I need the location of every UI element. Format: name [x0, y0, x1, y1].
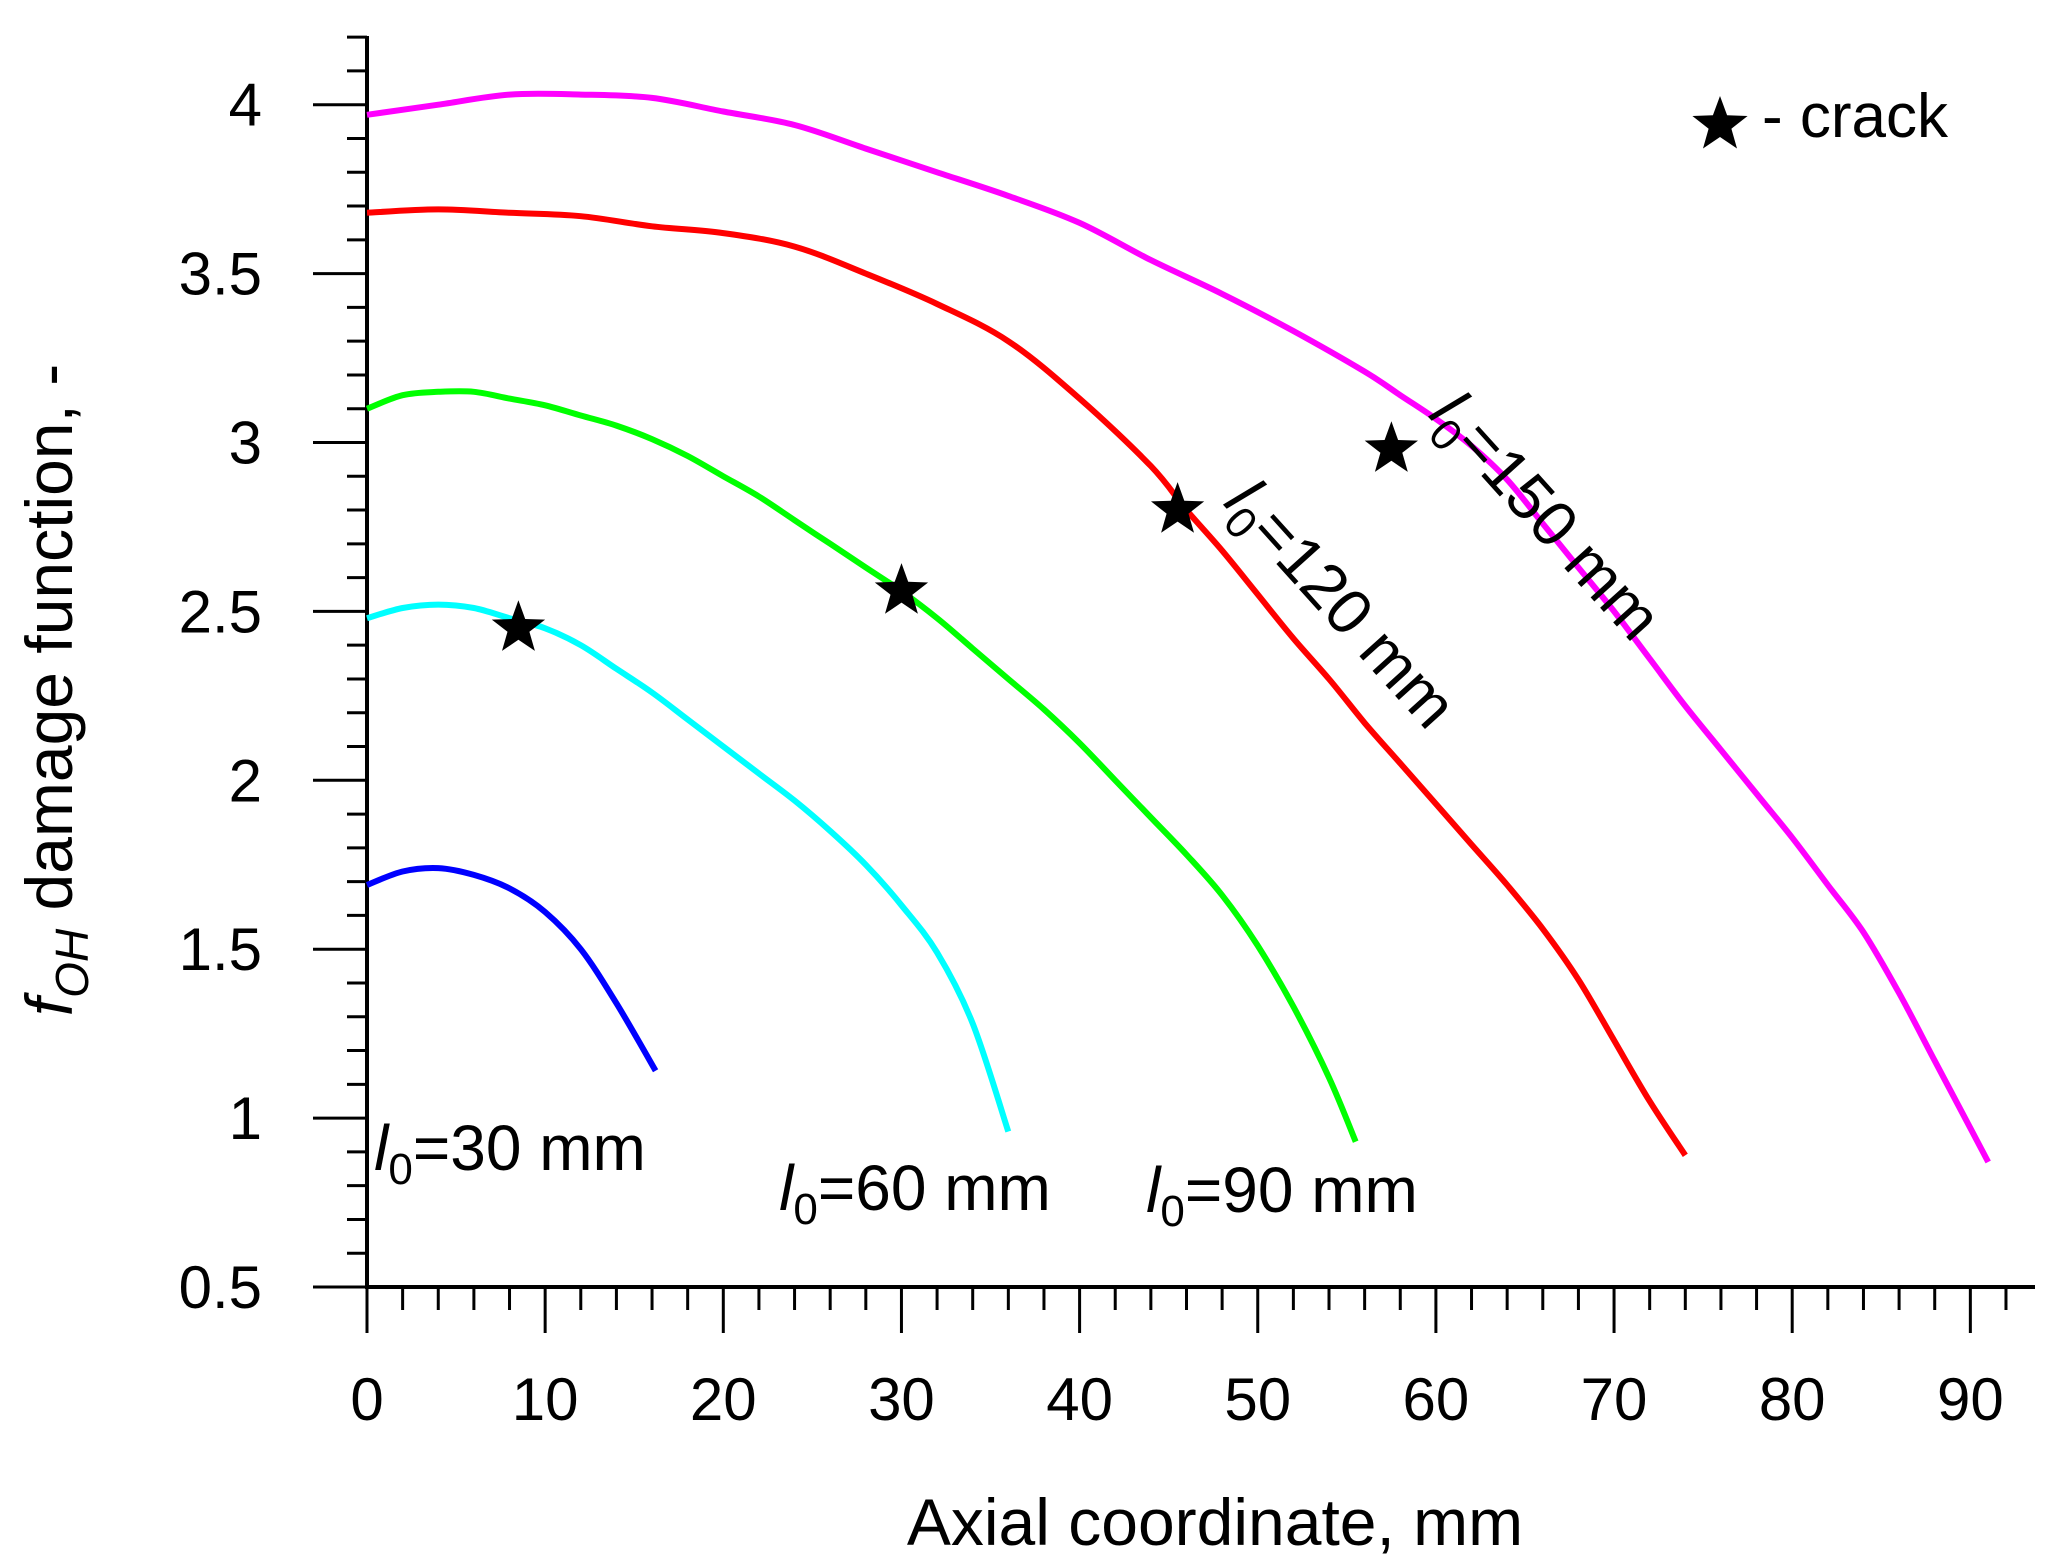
series-line-l0-60	[366, 601, 1012, 1133]
legend: - crack	[1692, 82, 1949, 151]
tick-labels: 0 10 20 30 40 50 60 70 80 90 0.5 1 1.5 2 2.5 3 3.5 4	[179, 72, 2004, 1433]
curve-label-text: =60 mm	[818, 1152, 1051, 1224]
crack-star-icon	[1364, 421, 1418, 472]
crack-star-icon	[874, 563, 929, 614]
crack-markers	[491, 421, 1418, 651]
x-tick-label: 30	[868, 1366, 935, 1433]
curve-label-l0-30: l0=30 mm	[374, 1112, 646, 1194]
y-tick-label: 3	[229, 410, 262, 477]
y-tick-label: 2	[229, 747, 262, 814]
x-tick-label: 90	[1937, 1366, 2004, 1433]
curve-label-text: =90 mm	[1185, 1154, 1418, 1226]
y-tick-label: 0.5	[179, 1254, 262, 1321]
curve-label-text: =30 mm	[413, 1112, 646, 1184]
series-line-l0-90	[365, 388, 1359, 1143]
x-tick-label: 40	[1046, 1366, 1113, 1433]
curve-label-text: =150 mm	[1443, 406, 1676, 654]
crack-star-icon	[491, 600, 546, 651]
y-tick-label: 3.5	[179, 241, 262, 308]
legend-text: - crack	[1762, 82, 1949, 151]
curve-label-symbol: l	[779, 1152, 795, 1224]
series-line-l0-30	[365, 864, 659, 1073]
curve-label-symbol: l	[374, 1112, 390, 1184]
curve-label-subscript: 0	[388, 1145, 412, 1194]
x-tick-label: 50	[1224, 1366, 1291, 1433]
series-lines	[365, 90, 1991, 1164]
curve-label-l0-150: l0=150 mm	[1409, 377, 1676, 660]
y-axis-title-text: damage function, -	[12, 364, 86, 929]
y-tick-label: 1	[229, 1085, 262, 1152]
series-line-l0-120	[366, 206, 1688, 1157]
y-axis-title: fOH damage function, -	[12, 364, 98, 1016]
y-axis-title-subscript: OH	[46, 928, 98, 998]
series-line-l0-150	[366, 90, 1991, 1164]
y-tick-label: 1.5	[179, 916, 262, 983]
x-tick-label: 0	[350, 1366, 383, 1433]
curve-label-l0-120: l0=120 mm	[1204, 465, 1471, 748]
x-tick-label: 60	[1403, 1366, 1470, 1433]
y-tick-label: 4	[229, 72, 262, 139]
curve-label-subscript: 0	[793, 1185, 817, 1234]
curve-label-l0-60: l0=60 mm	[779, 1152, 1051, 1234]
x-tick-label: 10	[512, 1366, 579, 1433]
x-tick-label: 80	[1759, 1366, 1826, 1433]
y-tick-label: 2.5	[179, 578, 262, 645]
x-axis-title: Axial coordinate, mm	[907, 1485, 1523, 1559]
crack-star-icon	[1151, 482, 1205, 533]
axes	[365, 36, 2035, 1289]
x-tick-label: 20	[690, 1366, 757, 1433]
x-tick-label: 70	[1581, 1366, 1648, 1433]
curve-label-subscript: 0	[1160, 1187, 1184, 1236]
curve-label-l0-90: l0=90 mm	[1146, 1154, 1418, 1236]
legend-star-icon	[1692, 96, 1748, 149]
curve-label-symbol: l	[1146, 1154, 1162, 1226]
tick-marks	[313, 35, 2008, 1333]
